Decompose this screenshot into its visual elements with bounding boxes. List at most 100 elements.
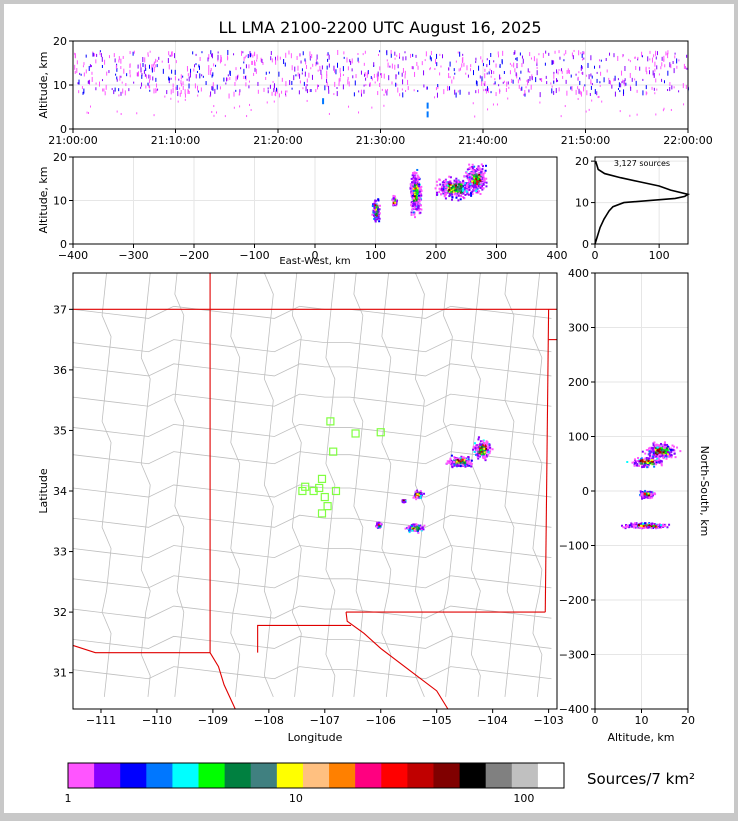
data-point: [629, 60, 631, 63]
data-point: [664, 451, 667, 454]
data-point: [260, 57, 262, 62]
data-point: [645, 85, 647, 90]
data-point: [630, 86, 632, 91]
data-point: [658, 448, 661, 451]
data-point: [644, 496, 647, 499]
data-point: [158, 56, 160, 60]
data-point: [407, 526, 410, 529]
data-point: [646, 465, 649, 468]
data-point: [450, 460, 453, 463]
data-point: [482, 442, 485, 445]
data-point: [457, 90, 459, 93]
y-tick-label: 20: [53, 151, 67, 164]
data-point: [641, 494, 644, 497]
data-point: [479, 440, 482, 443]
data-point: [372, 211, 375, 214]
data-point: [509, 70, 511, 75]
data-point: [665, 457, 668, 460]
data-point: [632, 525, 635, 528]
data-point: [633, 464, 636, 467]
data-point: [326, 53, 328, 56]
data-point: [342, 66, 344, 72]
data-point: [467, 456, 470, 459]
data-point: [489, 60, 491, 66]
data-point: [621, 70, 623, 76]
data-point: [502, 50, 504, 56]
data-point: [648, 496, 651, 499]
data-point: [557, 71, 559, 75]
data-point: [676, 58, 678, 64]
data-point: [646, 525, 649, 528]
county-border: [532, 272, 543, 697]
data-point: [459, 459, 462, 462]
data-point: [633, 463, 636, 466]
data-point: [168, 76, 170, 81]
data-point: [665, 450, 668, 453]
data-point: [470, 177, 473, 180]
data-point: [472, 446, 475, 449]
data-point: [449, 192, 452, 195]
data-point: [227, 77, 229, 81]
data-point: [317, 84, 319, 90]
data-point: [670, 108, 672, 111]
data-point: [326, 65, 328, 70]
data-point: [450, 182, 453, 185]
data-point: [645, 459, 648, 462]
data-point: [668, 523, 671, 526]
data-point: [459, 465, 462, 468]
data-point: [651, 449, 654, 452]
data-point: [410, 185, 413, 188]
data-point: [379, 50, 381, 53]
data-point: [212, 72, 214, 77]
data-point: [611, 84, 613, 89]
data-point: [636, 89, 638, 93]
data-point: [550, 82, 552, 85]
data-point: [78, 79, 80, 85]
data-point: [659, 455, 662, 458]
data-point: [256, 54, 258, 60]
data-point: [456, 185, 459, 188]
data-point: [363, 62, 365, 66]
data-point: [328, 63, 330, 68]
y-tick-label: 300: [568, 322, 589, 335]
data-point: [563, 53, 565, 56]
data-point: [445, 187, 448, 190]
data-point: [373, 217, 376, 220]
data-point: [440, 65, 442, 68]
county-border: [72, 484, 552, 498]
data-point: [210, 67, 212, 71]
data-point: [641, 464, 644, 467]
county-border: [415, 272, 425, 698]
data-point: [516, 57, 518, 62]
data-point: [475, 190, 478, 193]
data-point: [394, 64, 396, 70]
data-point: [658, 460, 661, 463]
data-point: [229, 76, 231, 80]
data-point: [480, 180, 483, 183]
data-point: [410, 53, 412, 58]
data-point: [635, 524, 638, 527]
data-point: [443, 183, 446, 186]
data-point: [514, 50, 516, 55]
data-point: [423, 492, 426, 495]
x-tick-label: −105: [422, 714, 452, 727]
data-point: [655, 523, 658, 526]
data-point: [369, 83, 371, 87]
y-tick-label: −100: [559, 540, 589, 553]
data-point: [459, 51, 461, 57]
data-point: [74, 70, 76, 74]
data-point: [646, 462, 649, 465]
data-point: [472, 448, 475, 451]
figure-background: [4, 4, 734, 813]
data-point: [659, 452, 662, 455]
county-border: [72, 423, 552, 437]
data-point: [662, 443, 665, 446]
data-point: [639, 527, 642, 530]
data-point: [129, 51, 131, 55]
data-point: [662, 451, 665, 454]
data-point: [475, 170, 478, 173]
data-point: [305, 60, 307, 65]
data-point: [412, 187, 415, 190]
data-point: [638, 460, 641, 463]
data-point: [463, 462, 466, 465]
